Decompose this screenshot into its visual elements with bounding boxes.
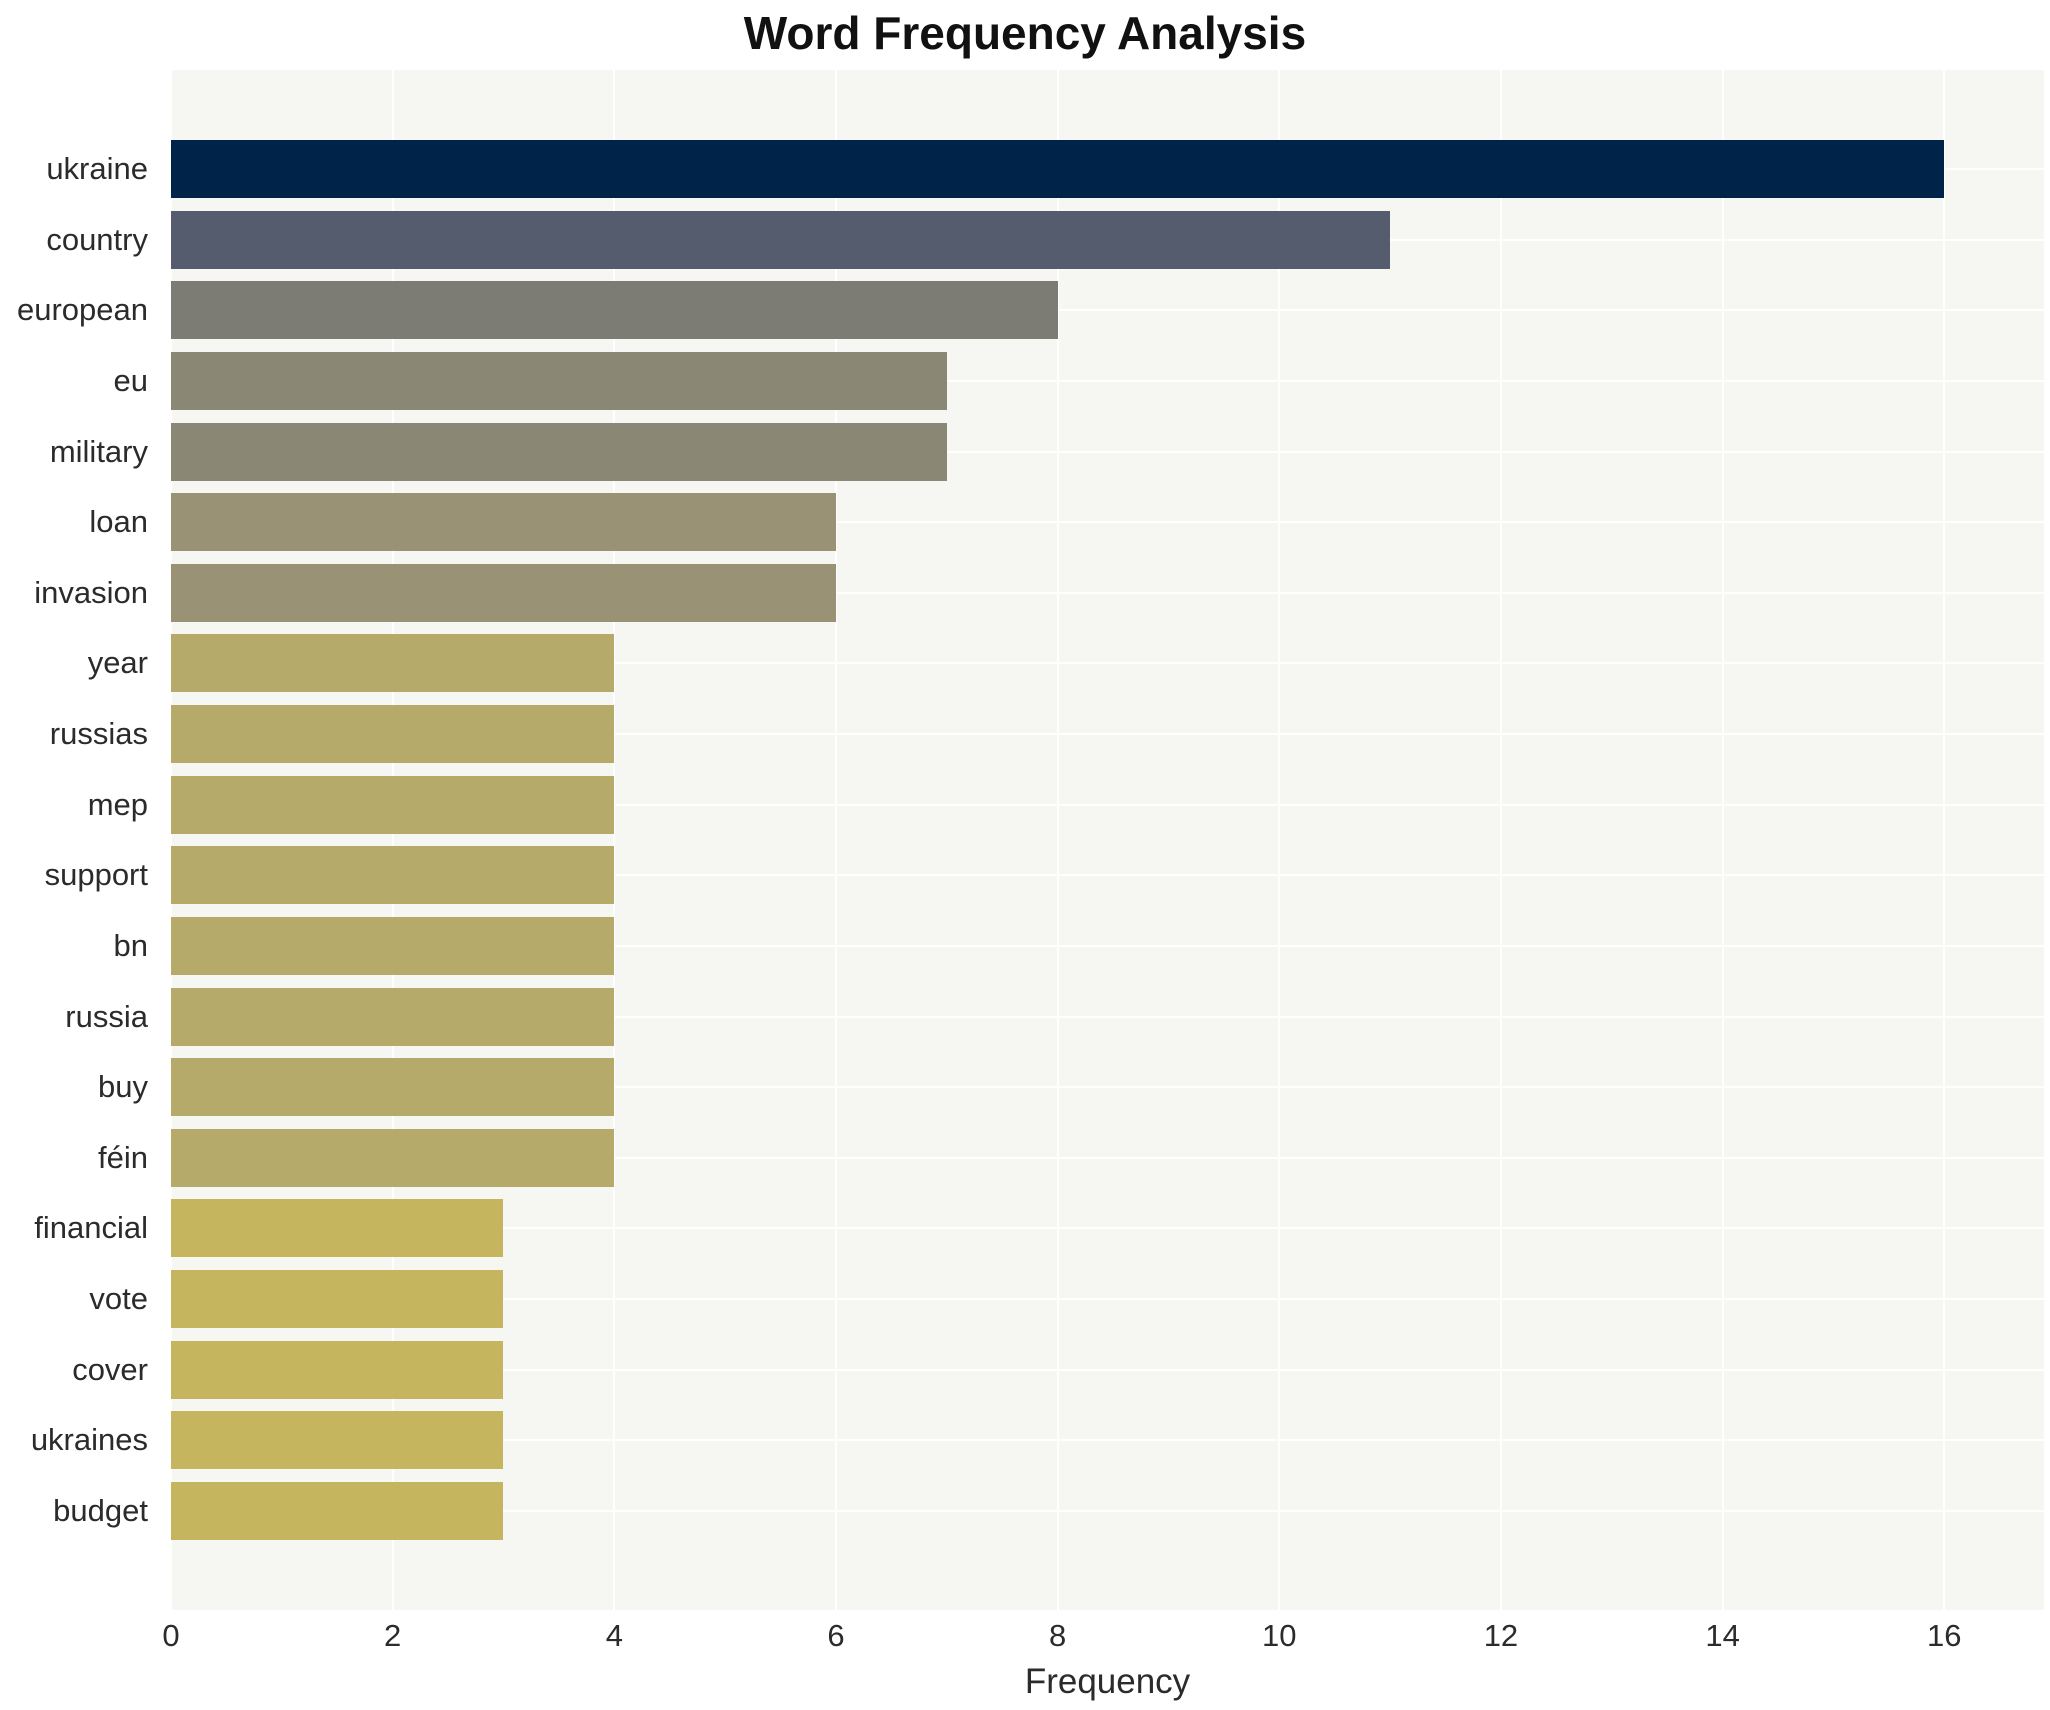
- category-label-loan: loan: [89, 504, 148, 540]
- bar-féin: [171, 1128, 615, 1187]
- category-label-cover: cover: [72, 1351, 148, 1387]
- category-label-budget: budget: [53, 1493, 148, 1528]
- gridline-horizontal: [171, 944, 2044, 947]
- gridline-horizontal: [171, 1368, 2044, 1371]
- bar-russias: [171, 705, 615, 764]
- gridline-horizontal: [171, 1086, 2044, 1089]
- category-label-country: country: [46, 221, 148, 257]
- gridline-horizontal: [171, 1227, 2044, 1230]
- chart-title: Word Frequency Analysis: [743, 7, 1307, 59]
- category-label-invasion: invasion: [34, 574, 148, 610]
- bar-military: [171, 422, 947, 481]
- gridline-horizontal: [171, 1156, 2044, 1159]
- gridline-vertical: [1499, 70, 1502, 1610]
- x-tick-label: 14: [1705, 1618, 1740, 1653]
- gridline-horizontal: [171, 662, 2044, 665]
- gridline-horizontal: [171, 1015, 2044, 1018]
- x-tick-label: 10: [1262, 1618, 1297, 1653]
- bar-european: [171, 281, 1058, 340]
- category-label-support: support: [44, 857, 148, 893]
- x-axis-title: Frequency: [1024, 1662, 1191, 1701]
- category-label-vote: vote: [89, 1281, 148, 1317]
- bar-bn: [171, 916, 615, 975]
- x-tick-label: 4: [605, 1618, 623, 1653]
- gridline-vertical: [1278, 70, 1281, 1610]
- y-axis-labels: ukraine country european eu military loan inva…: [0, 70, 158, 1610]
- gridline-horizontal: [171, 1298, 2044, 1301]
- category-label-mep: mep: [87, 786, 148, 822]
- gridline-horizontal: [171, 309, 2044, 312]
- category-label-russia: russia: [65, 998, 148, 1034]
- gridline-vertical: [170, 70, 172, 1610]
- category-label-financial: financial: [34, 1210, 148, 1246]
- bar-cover: [171, 1340, 504, 1399]
- gridline-horizontal: [171, 591, 2044, 594]
- plot-area: [170, 70, 2044, 1610]
- bar-country: [171, 210, 1391, 269]
- x-tick-label: 6: [827, 1618, 845, 1653]
- bar-vote: [171, 1270, 504, 1329]
- x-tick-label: 16: [1927, 1618, 1962, 1653]
- gridline-horizontal: [171, 874, 2044, 877]
- bar-loan: [171, 493, 836, 552]
- gridline-horizontal: [171, 379, 2044, 382]
- gridline-horizontal: [171, 450, 2044, 453]
- gridline-vertical: [1056, 70, 1059, 1610]
- gridline-horizontal: [171, 733, 2044, 736]
- gridline-vertical: [391, 70, 394, 1610]
- gridline-horizontal: [171, 803, 2044, 806]
- x-axis-ticks: 0 2 4 6 8 10 12 14 16: [0, 1618, 2050, 1658]
- category-label-eu: eu: [113, 362, 148, 398]
- bar-buy: [171, 1058, 615, 1117]
- category-label-military: military: [49, 433, 148, 469]
- gridline-vertical: [1721, 70, 1724, 1610]
- category-label-buy: buy: [98, 1069, 148, 1105]
- x-tick-label: 0: [162, 1618, 180, 1653]
- gridline-vertical: [834, 70, 837, 1610]
- bar-russia: [171, 987, 615, 1046]
- bar-support: [171, 846, 615, 905]
- category-label-european: european: [16, 292, 148, 328]
- x-tick-label: 2: [384, 1618, 402, 1653]
- gridline-vertical: [1943, 70, 1946, 1610]
- bar-financial: [171, 1199, 504, 1258]
- gridline-horizontal: [171, 1439, 2044, 1442]
- category-label-year: year: [87, 645, 148, 681]
- x-tick-label: 8: [1049, 1618, 1067, 1653]
- category-label-russias: russias: [49, 716, 148, 752]
- gridline-horizontal: [171, 1510, 2044, 1512]
- bar-budget: [171, 1482, 504, 1540]
- bar-mep: [171, 775, 615, 834]
- gridline-vertical: [613, 70, 616, 1610]
- category-label-féin: féin: [98, 1139, 148, 1175]
- gridline-horizontal: [171, 521, 2044, 524]
- category-label-ukraines: ukraines: [30, 1422, 148, 1458]
- x-tick-label: 12: [1483, 1618, 1519, 1653]
- bar-year: [171, 634, 615, 693]
- bar-ukraines: [171, 1411, 504, 1470]
- bar-ukraine: [171, 140, 1945, 198]
- category-label-bn: bn: [113, 927, 148, 963]
- bar-eu: [171, 351, 947, 410]
- bar-invasion: [171, 563, 836, 622]
- category-label-ukraine: ukraine: [46, 151, 148, 186]
